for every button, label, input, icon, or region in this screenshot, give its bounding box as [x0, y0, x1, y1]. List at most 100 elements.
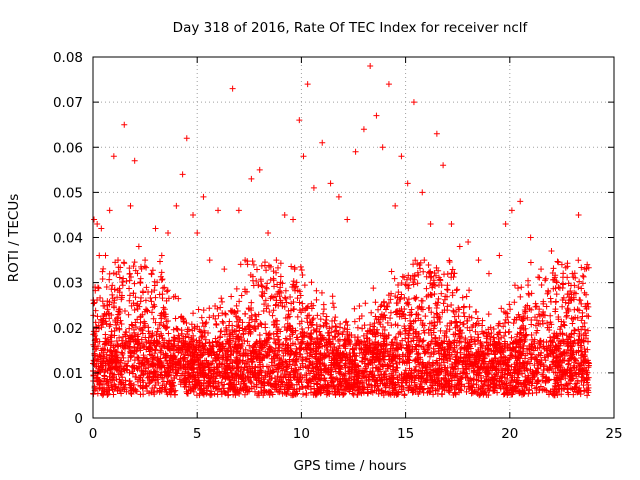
- data-point: [550, 369, 557, 376]
- data-point: [119, 350, 126, 357]
- data-point: [555, 259, 562, 266]
- data-point: [329, 300, 336, 307]
- data-point: [449, 266, 456, 273]
- data-point: [215, 312, 222, 319]
- data-point: [120, 275, 127, 282]
- data-point: [329, 293, 336, 300]
- data-point: [547, 298, 554, 305]
- data-point: [221, 331, 228, 338]
- data-point: [195, 356, 202, 363]
- data-point: [472, 341, 479, 348]
- data-point: [206, 314, 213, 321]
- data-point: [518, 284, 525, 291]
- data-point: [575, 326, 582, 333]
- data-point: [389, 366, 396, 373]
- data-point: [250, 261, 257, 268]
- data-point: [283, 336, 290, 343]
- data-point: [261, 301, 268, 308]
- data-point: [401, 323, 408, 330]
- data-point: [368, 309, 375, 316]
- data-point: [128, 353, 135, 360]
- data-point: [370, 285, 377, 292]
- data-point: [264, 280, 271, 287]
- data-point: [246, 342, 253, 349]
- data-point: [294, 313, 301, 320]
- data-point: [174, 326, 181, 333]
- data-point: [470, 380, 477, 387]
- data-point: [430, 391, 437, 398]
- data-point: [414, 280, 421, 287]
- data-point: [163, 288, 170, 295]
- data-point: [236, 298, 243, 305]
- data-point: [432, 300, 439, 307]
- data-point: [299, 300, 306, 307]
- data-point: [237, 261, 244, 268]
- data-point: [218, 295, 225, 302]
- data-point: [323, 346, 330, 353]
- data-point: [418, 297, 425, 304]
- data-point: [387, 296, 394, 303]
- data-point: [545, 287, 552, 294]
- data-point: [114, 294, 121, 301]
- data-point: [466, 303, 473, 310]
- data-point: [131, 259, 138, 266]
- data-point: [448, 301, 455, 308]
- data-point: [276, 389, 283, 396]
- data-point: [517, 293, 524, 300]
- data-point: [536, 274, 543, 281]
- data-point: [405, 285, 412, 292]
- data-point: [555, 314, 562, 321]
- data-point: [446, 259, 453, 266]
- data-point: [165, 330, 172, 337]
- data-point: [532, 314, 538, 321]
- data-point: [444, 286, 451, 293]
- data-point: [543, 303, 550, 310]
- data-point: [160, 304, 167, 311]
- data-point: [542, 275, 549, 282]
- data-point: [422, 313, 429, 320]
- data-point: [116, 325, 123, 332]
- data-point: [564, 305, 571, 312]
- data-point: [576, 330, 583, 337]
- data-point: [372, 313, 379, 320]
- data-point: [248, 379, 255, 386]
- data-point: [330, 304, 337, 311]
- data-point: [328, 374, 335, 381]
- data-point: [114, 387, 121, 394]
- data-point: [417, 265, 424, 272]
- data-point: [200, 307, 207, 314]
- data-point: [123, 278, 130, 285]
- data-point: [272, 317, 279, 324]
- data-point: [119, 282, 126, 289]
- data-point: [410, 281, 417, 288]
- data-point: [173, 325, 180, 332]
- data-point: [90, 357, 97, 364]
- data-point: [559, 303, 566, 310]
- data-point: [559, 280, 566, 287]
- data-point: [213, 320, 220, 327]
- data-point: [161, 284, 168, 291]
- data-point: [332, 314, 339, 321]
- data-point: [313, 287, 320, 294]
- data-point: [533, 317, 540, 324]
- data-point: [354, 324, 361, 331]
- data-point: [249, 277, 256, 284]
- data-point: [430, 360, 437, 367]
- data-point: [199, 319, 206, 326]
- data-point: [572, 290, 579, 297]
- data-point: [379, 323, 386, 330]
- data-point: [343, 318, 350, 325]
- data-point: [144, 387, 151, 394]
- data-point: [190, 310, 197, 317]
- data-point: [305, 324, 312, 331]
- data-point: [565, 306, 572, 313]
- data-point: [239, 319, 246, 326]
- data-point: [154, 325, 161, 332]
- data-point: [401, 274, 408, 281]
- data-point: [372, 299, 379, 306]
- data-point: [140, 391, 147, 398]
- data-point: [219, 318, 226, 325]
- data-point: [281, 294, 288, 301]
- data-point: [457, 349, 464, 356]
- data-point: [397, 295, 404, 302]
